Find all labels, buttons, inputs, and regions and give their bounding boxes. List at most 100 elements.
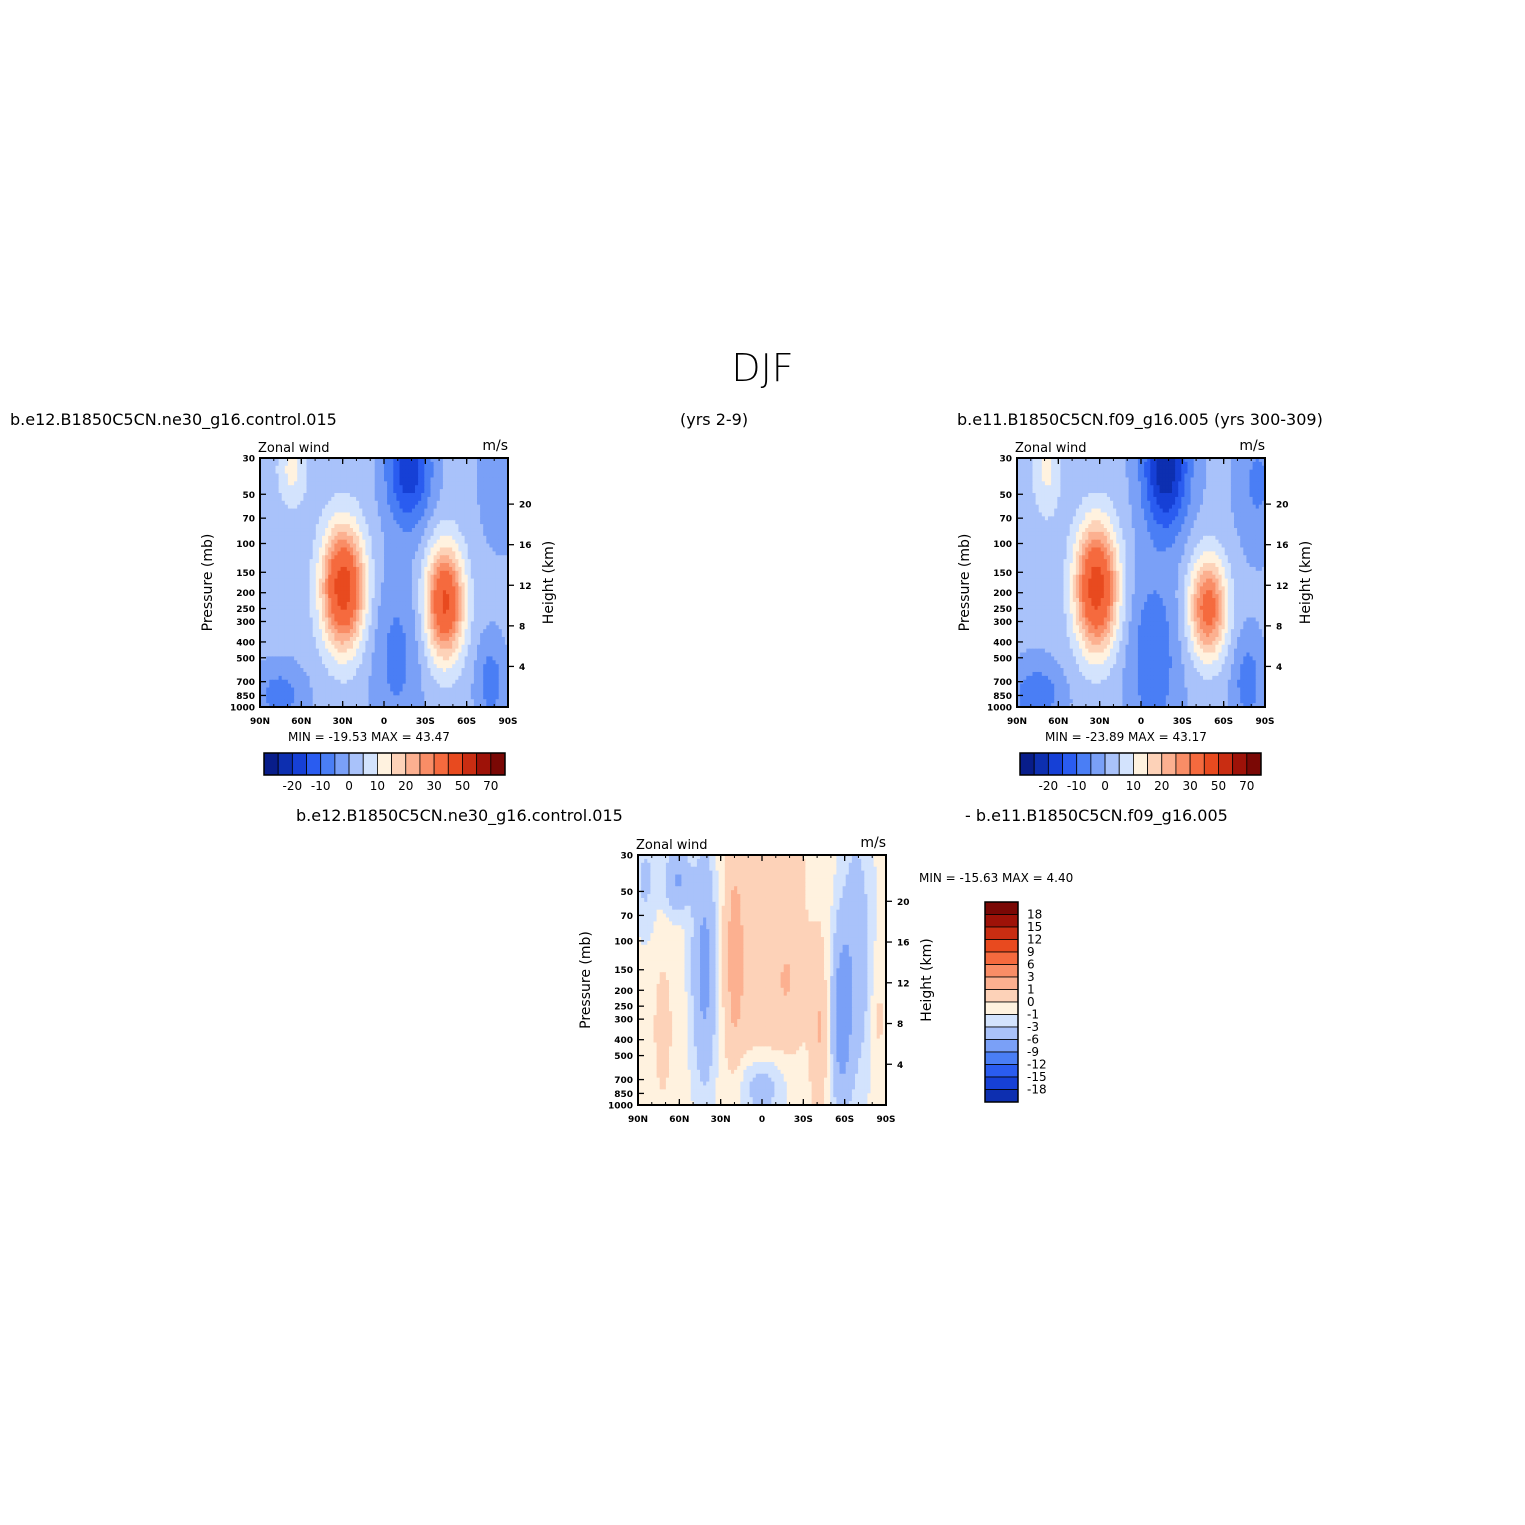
field-cell (480, 539, 484, 545)
field-cell (458, 496, 463, 502)
field-cell (495, 570, 500, 576)
field-cell (374, 559, 379, 564)
field-cell (477, 555, 481, 560)
field-cell (349, 566, 354, 572)
field-cell (390, 477, 394, 482)
field-cell (418, 469, 422, 475)
field-cell (446, 477, 450, 482)
field-cell (464, 508, 469, 514)
field-cell (371, 473, 376, 479)
field-cell (325, 578, 329, 584)
field-cell (294, 496, 298, 502)
field-cell (433, 516, 438, 521)
field-cell (377, 481, 382, 486)
field-cell (278, 500, 283, 506)
field-cell (430, 555, 435, 560)
field-cell (421, 469, 425, 475)
field-cell (483, 465, 487, 471)
field-cell (449, 531, 453, 537)
field-cell (297, 547, 301, 552)
field-cell (303, 520, 308, 525)
field-cell (263, 520, 267, 525)
field-cell (328, 465, 332, 471)
field-cell (374, 477, 379, 482)
field-cell (408, 504, 413, 510)
field-cell (405, 539, 410, 545)
field-cell (461, 465, 466, 471)
field-cell (312, 543, 317, 549)
field-cell (303, 481, 308, 486)
field-cell (328, 543, 332, 549)
field-cell (325, 481, 329, 486)
field-cell (300, 504, 304, 510)
field-cell (442, 555, 447, 560)
field-cell (442, 531, 447, 537)
field-cell (455, 493, 459, 498)
field-cell (315, 563, 320, 568)
field-cell (473, 520, 478, 525)
field-cell (315, 520, 320, 525)
field-cell (473, 570, 478, 576)
field-cell (405, 543, 410, 549)
field-cell (281, 481, 286, 486)
field-cell (501, 481, 506, 486)
field-cell (297, 493, 301, 498)
field-cell (495, 489, 500, 494)
field-cell (343, 485, 348, 490)
field-cell (294, 547, 298, 552)
field-cell (405, 566, 410, 572)
field-cell (504, 551, 509, 556)
field-cell (260, 563, 264, 568)
field-cell (473, 543, 478, 549)
field-cell (291, 504, 295, 510)
field-cell (433, 485, 438, 490)
field-cell (483, 500, 487, 506)
field-cell (309, 555, 314, 560)
field-cell (275, 578, 280, 584)
field-cell (424, 539, 428, 545)
field-cell (303, 555, 308, 560)
field-cell (501, 551, 506, 556)
field-cell (470, 512, 475, 517)
field-cell (418, 551, 422, 556)
field-cell (483, 574, 487, 580)
field-cell (263, 496, 267, 502)
field-cell (411, 493, 416, 498)
field-cell (269, 559, 273, 564)
field-cell (269, 535, 273, 541)
field-cell (424, 489, 428, 494)
field-cell (306, 531, 311, 537)
field-cell (430, 477, 435, 482)
field-cell (399, 563, 404, 568)
field-cell (461, 489, 466, 494)
field-cell (297, 531, 301, 537)
field-cell (318, 469, 323, 475)
field-cell (390, 566, 394, 572)
field-cell (334, 547, 339, 552)
field-cell (275, 547, 280, 552)
field-cell (408, 473, 413, 479)
field-cell (393, 555, 397, 560)
field-cell (458, 477, 463, 482)
field-cell (334, 574, 339, 580)
field-cell (455, 539, 459, 545)
field-cell (415, 566, 419, 572)
field-cell (266, 493, 270, 498)
field-cell (405, 531, 410, 537)
field-cell (266, 528, 270, 533)
field-cell (359, 555, 363, 560)
field-cell (452, 531, 456, 537)
field-cell (278, 531, 283, 537)
field-cell (442, 496, 447, 502)
field-cell (461, 458, 466, 463)
field-cell (349, 504, 354, 510)
field-cell (362, 469, 366, 475)
field-cell (393, 489, 397, 494)
field-cell (359, 512, 363, 517)
field-cell (405, 563, 410, 568)
field-cell (495, 563, 500, 568)
field-cell (439, 469, 444, 475)
field-cell (377, 547, 382, 552)
field-cell (430, 512, 435, 517)
field-cell (303, 458, 308, 463)
